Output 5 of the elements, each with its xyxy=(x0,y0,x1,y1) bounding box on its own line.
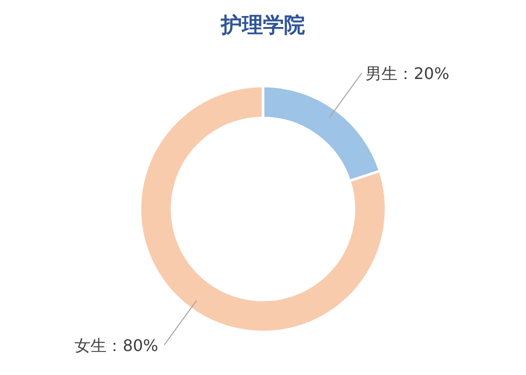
chart-title: 护理学院 xyxy=(220,13,305,37)
slice-label: 男生 xyxy=(366,64,398,84)
data-label: ：80% xyxy=(106,336,158,355)
slice-label: 女生 xyxy=(74,336,107,355)
data-label: ：20% xyxy=(398,64,450,84)
